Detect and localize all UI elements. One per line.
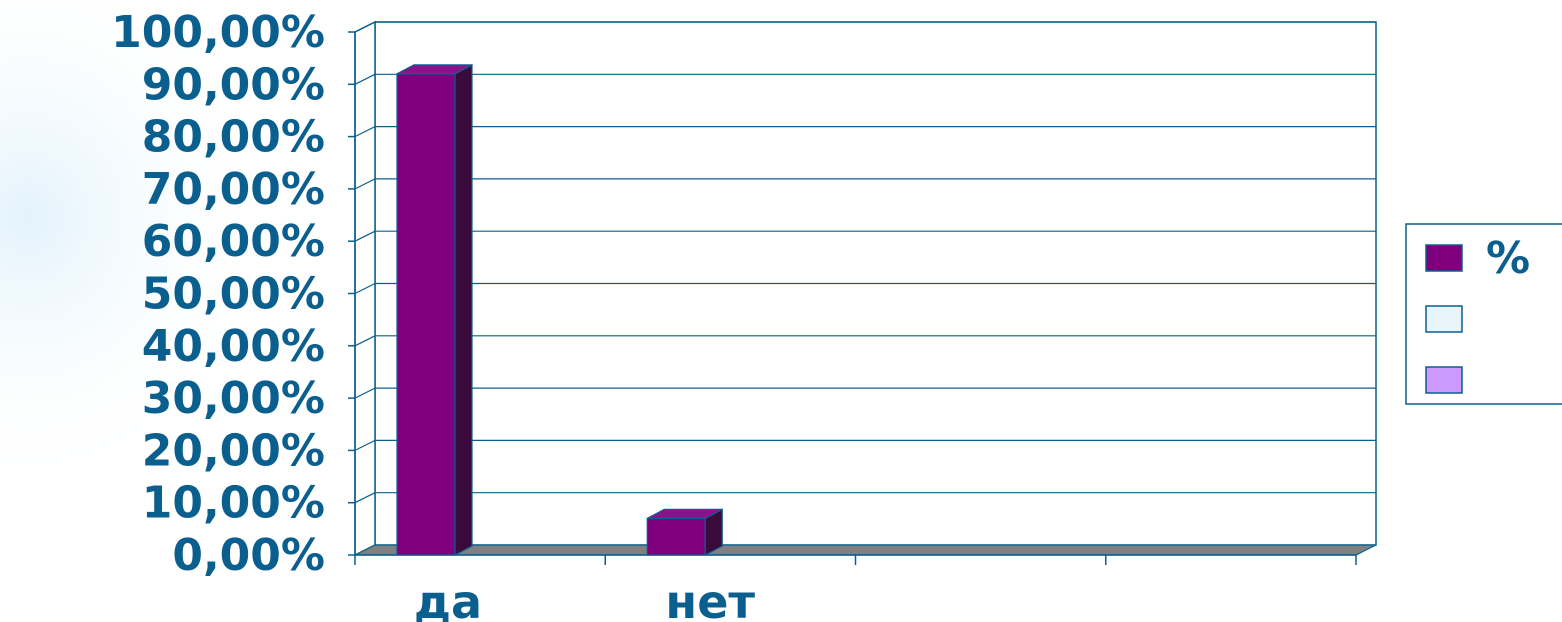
gridline-side [354, 282, 376, 295]
bar [646, 517, 706, 556]
legend-label: % [1486, 233, 1530, 284]
bar-top [396, 64, 473, 75]
y-axis [348, 31, 1357, 565]
y-tick-label: 80,00% [142, 112, 325, 163]
legend-swatch [1425, 366, 1463, 394]
y-tick-label: 30,00% [142, 373, 325, 424]
gridline-side [354, 178, 376, 190]
legend: % [1405, 223, 1562, 405]
y-tick-labels: 0,00%10,00%20,00%30,00%40,00%50,00%60,00… [111, 7, 325, 581]
floor [354, 544, 1377, 556]
plot-frame [354, 20, 1377, 557]
gridline-side [354, 387, 376, 399]
gridlines [354, 21, 1376, 504]
y-tick-label: 60,00% [142, 216, 325, 267]
y-tick-label: 20,00% [142, 425, 325, 476]
x-category-label: да [414, 575, 482, 622]
y-tick-label: 40,00% [142, 321, 325, 372]
bar-top [646, 508, 723, 519]
y-tick-label: 10,00% [142, 478, 325, 529]
bar [396, 73, 456, 556]
gridline-side [354, 21, 376, 33]
x-category-label: нет [665, 575, 755, 622]
y-tick-label: 90,00% [142, 59, 325, 110]
gridline-side [354, 439, 376, 451]
y-tick-label: 50,00% [142, 269, 325, 320]
gridline-side [354, 126, 376, 138]
gridline-side [354, 335, 376, 347]
floor-plane [354, 544, 1377, 556]
y-tick-label: 70,00% [142, 164, 325, 215]
y-tick-label: 0,00% [172, 530, 325, 581]
x-category-labels: да нет [414, 575, 756, 622]
gridline-side [354, 492, 376, 504]
legend-swatch [1425, 244, 1463, 272]
gridline-side [354, 73, 376, 85]
bars [396, 63, 723, 556]
y-tick-label: 100,00% [111, 7, 325, 58]
gridline-side [354, 230, 376, 242]
bar-side [454, 63, 473, 556]
legend-swatch [1425, 305, 1463, 333]
